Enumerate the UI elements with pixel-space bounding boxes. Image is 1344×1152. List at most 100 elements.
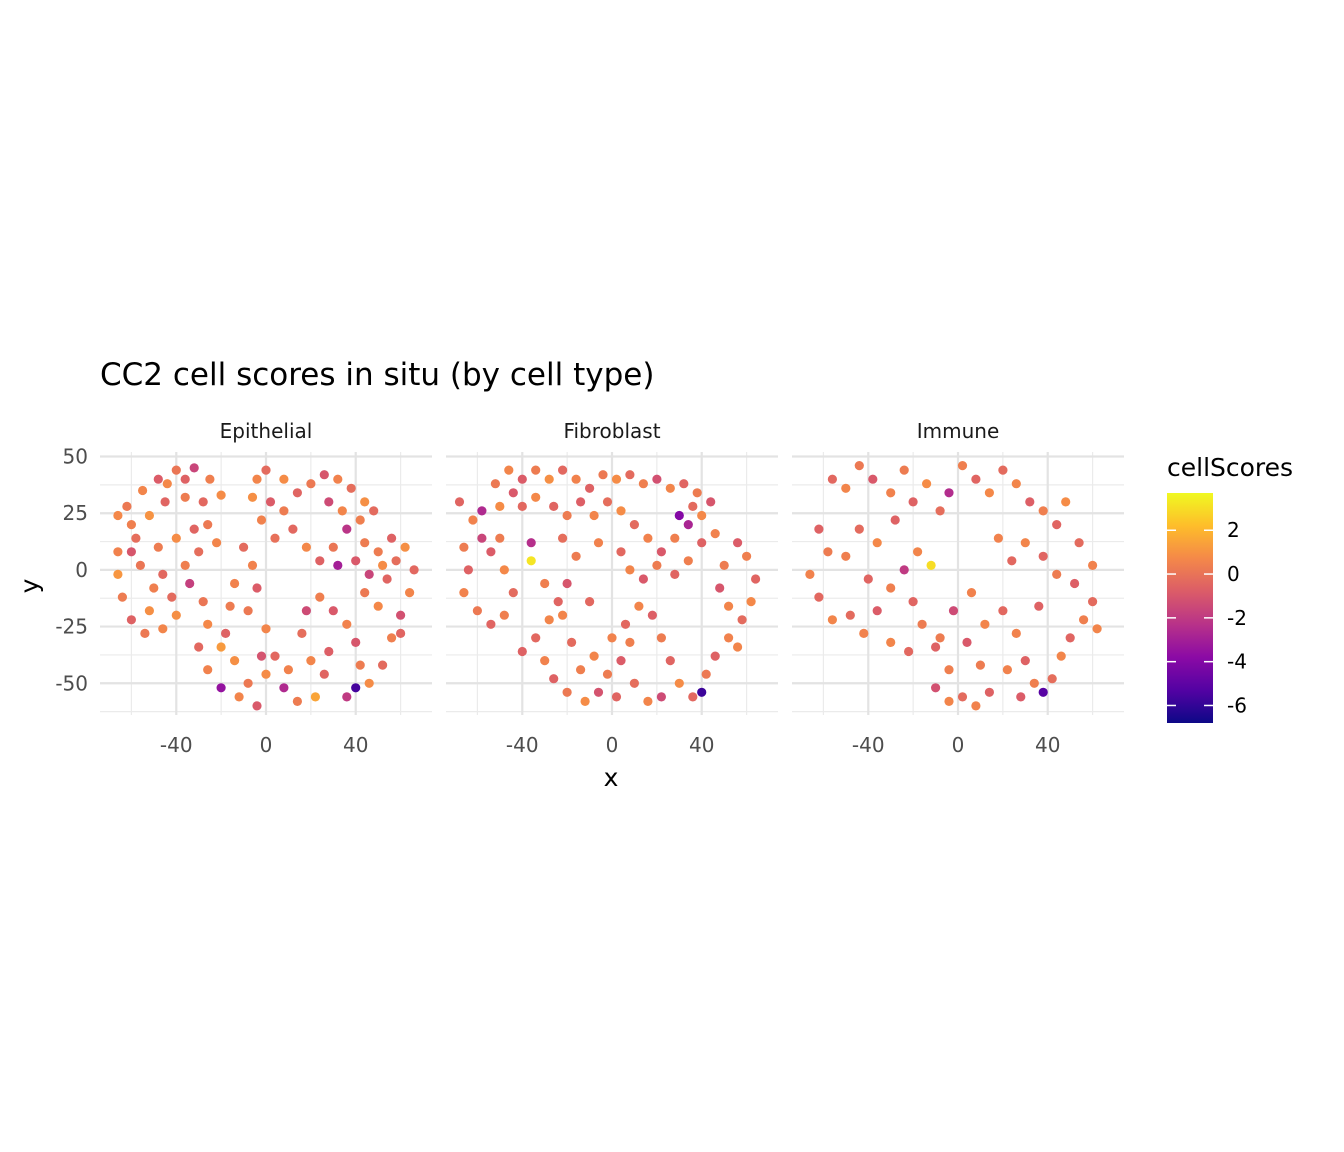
data-point [333, 474, 343, 484]
data-point [957, 461, 968, 471]
data-point [827, 615, 838, 625]
data-point [571, 474, 581, 484]
data-point [499, 610, 509, 620]
data-point [463, 565, 473, 575]
data-point [1047, 674, 1057, 684]
data-point [531, 465, 541, 475]
data-point [935, 506, 945, 516]
data-point [957, 692, 968, 702]
data-point [1088, 560, 1098, 571]
data-point [576, 497, 586, 507]
data-point [697, 538, 707, 548]
data-point [265, 497, 276, 507]
data-point [814, 524, 824, 534]
data-point [472, 606, 482, 616]
data-point [342, 692, 352, 702]
data-point [117, 592, 127, 602]
data-point [966, 588, 977, 598]
data-point [360, 497, 370, 507]
data-point [589, 651, 599, 661]
data-point [378, 560, 388, 571]
data-point [243, 606, 253, 616]
data-point [351, 683, 361, 693]
data-point [944, 696, 954, 707]
legend-title: cellScores [1167, 453, 1293, 482]
data-point [643, 696, 653, 707]
data-point [1065, 633, 1075, 643]
data-point [1007, 556, 1017, 566]
data-point [221, 628, 231, 639]
data-point [194, 547, 204, 557]
data-point [477, 506, 487, 516]
data-point [205, 474, 215, 484]
data-point [504, 465, 514, 475]
data-point [872, 538, 882, 548]
data-point [589, 510, 599, 521]
data-point [1025, 497, 1035, 507]
data-point [315, 556, 325, 566]
data-point [158, 624, 168, 634]
data-point [158, 569, 168, 580]
data-point [656, 633, 667, 643]
data-point [854, 524, 864, 534]
data-point [247, 492, 258, 502]
data-point [562, 578, 572, 589]
colorbar [1167, 493, 1213, 723]
data-point [674, 678, 684, 688]
data-point [656, 547, 667, 557]
data-point [400, 542, 410, 552]
data-point [216, 490, 226, 500]
x-tick-label: 0 [260, 733, 273, 757]
data-point [526, 556, 536, 566]
data-point [841, 483, 851, 493]
data-point [306, 479, 316, 489]
data-point [396, 628, 406, 639]
data-point [252, 583, 262, 593]
data-point [526, 538, 536, 548]
data-point [234, 692, 244, 702]
data-point [270, 533, 280, 543]
data-point [149, 583, 159, 593]
data-point [194, 642, 204, 652]
data-point [495, 501, 505, 511]
data-point [944, 488, 954, 498]
data-point [387, 533, 397, 543]
data-point [922, 479, 932, 489]
data-point [598, 470, 608, 480]
data-point [301, 606, 311, 616]
data-point [243, 678, 253, 688]
data-point [805, 569, 815, 580]
data-point [962, 637, 972, 648]
data-point [144, 510, 154, 521]
data-point [540, 578, 550, 589]
data-point [971, 701, 981, 711]
data-point [256, 651, 267, 661]
data-point [814, 592, 824, 602]
colorbar-tick-label: -6 [1227, 693, 1247, 717]
data-point [270, 651, 280, 661]
data-point [886, 583, 896, 593]
data-point [360, 588, 370, 598]
data-point [495, 533, 505, 543]
data-point [283, 665, 293, 675]
data-point [544, 474, 554, 484]
data-point [616, 506, 626, 516]
data-point [328, 606, 338, 616]
data-point [656, 692, 667, 702]
panel-fibroblast: Fibroblast -40 0 40 [446, 419, 778, 757]
data-point [373, 547, 383, 557]
x-tick-label: -40 [506, 733, 539, 757]
data-point [351, 637, 361, 648]
data-point [292, 696, 302, 707]
data-point [688, 692, 698, 702]
data-point [571, 551, 581, 561]
data-point [364, 569, 374, 580]
x-tick-label: 40 [1035, 733, 1060, 757]
data-point [135, 560, 145, 571]
data-point [602, 669, 613, 679]
data-point [984, 687, 995, 697]
data-point [710, 529, 720, 539]
data-point [144, 606, 154, 616]
data-point [517, 501, 527, 511]
data-point [697, 687, 707, 697]
